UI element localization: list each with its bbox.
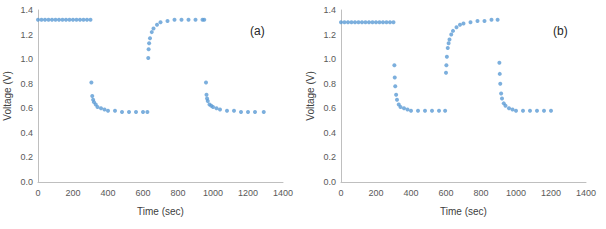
svg-text:1.4: 1.4 bbox=[323, 5, 336, 15]
svg-text:0.6: 0.6 bbox=[20, 103, 33, 113]
svg-text:1.4: 1.4 bbox=[20, 5, 33, 15]
svg-text:200: 200 bbox=[65, 188, 80, 198]
svg-text:1.2: 1.2 bbox=[323, 30, 336, 40]
svg-text:1200: 1200 bbox=[238, 188, 258, 198]
svg-text:0.0: 0.0 bbox=[20, 177, 33, 187]
svg-text:800: 800 bbox=[473, 188, 488, 198]
svg-text:0.6: 0.6 bbox=[323, 103, 336, 113]
svg-text:1000: 1000 bbox=[203, 188, 223, 198]
svg-text:0.0: 0.0 bbox=[323, 177, 336, 187]
svg-text:Time (sec): Time (sec) bbox=[137, 206, 184, 217]
svg-text:1.2: 1.2 bbox=[20, 30, 33, 40]
svg-text:(b): (b) bbox=[553, 24, 568, 38]
svg-text:Voltage (V): Voltage (V) bbox=[305, 71, 316, 120]
svg-text:(a): (a) bbox=[250, 24, 265, 38]
svg-text:400: 400 bbox=[403, 188, 418, 198]
svg-text:1400: 1400 bbox=[273, 188, 293, 198]
svg-text:0.2: 0.2 bbox=[323, 152, 336, 162]
svg-text:0: 0 bbox=[338, 188, 343, 198]
svg-text:0: 0 bbox=[35, 188, 40, 198]
svg-text:0.4: 0.4 bbox=[20, 128, 33, 138]
svg-text:0.2: 0.2 bbox=[20, 152, 33, 162]
svg-text:800: 800 bbox=[170, 188, 185, 198]
svg-text:1000: 1000 bbox=[506, 188, 526, 198]
svg-text:1.0: 1.0 bbox=[323, 54, 336, 64]
svg-text:Voltage (V): Voltage (V) bbox=[2, 71, 13, 120]
svg-text:200: 200 bbox=[368, 188, 383, 198]
svg-text:1.0: 1.0 bbox=[20, 54, 33, 64]
svg-text:0.8: 0.8 bbox=[20, 79, 33, 89]
svg-text:400: 400 bbox=[100, 188, 115, 198]
svg-text:1400: 1400 bbox=[576, 188, 596, 198]
svg-text:Time (sec): Time (sec) bbox=[440, 206, 487, 217]
svg-text:0.4: 0.4 bbox=[323, 128, 336, 138]
svg-text:0.8: 0.8 bbox=[323, 79, 336, 89]
svg-text:1200: 1200 bbox=[541, 188, 561, 198]
svg-text:600: 600 bbox=[438, 188, 453, 198]
svg-text:600: 600 bbox=[135, 188, 150, 198]
